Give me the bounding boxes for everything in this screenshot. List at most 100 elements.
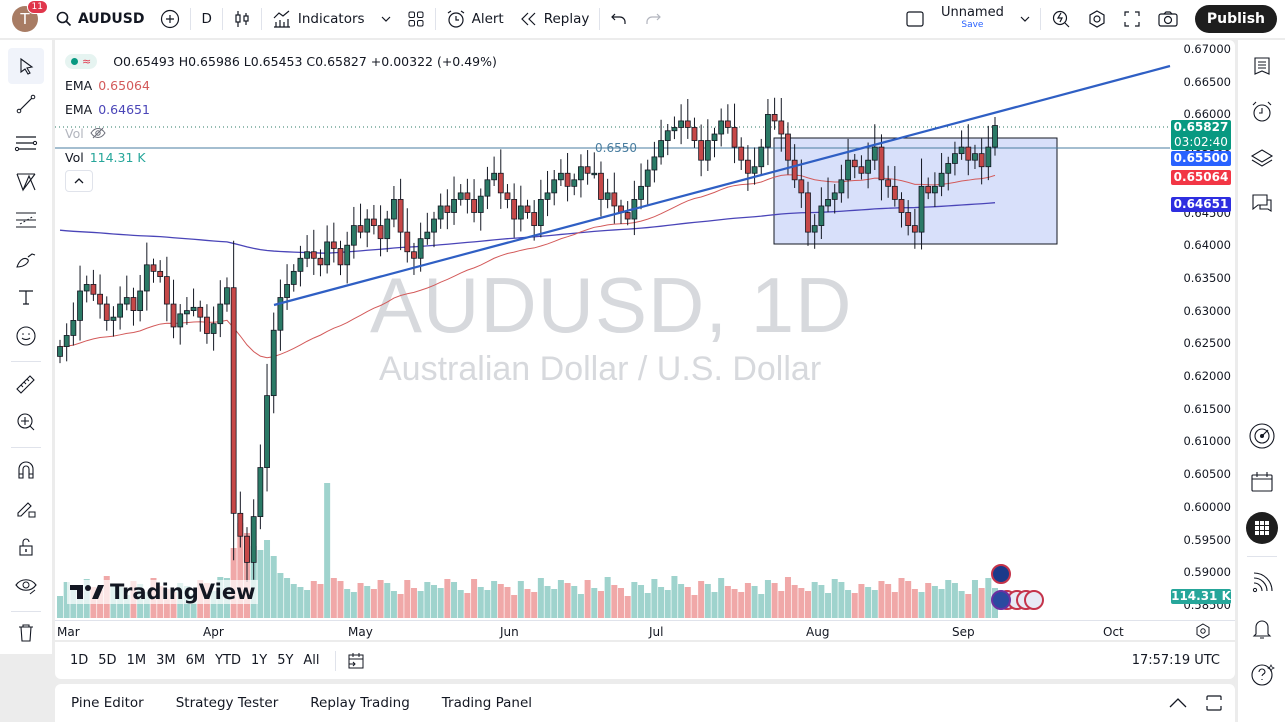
snapshot-button[interactable] xyxy=(1149,0,1187,38)
candle xyxy=(765,99,771,166)
brush-tool[interactable] xyxy=(8,241,44,277)
volume-bar xyxy=(397,594,404,618)
magnet-tool[interactable] xyxy=(8,452,44,488)
range-button-6m[interactable]: 6M xyxy=(185,653,206,668)
user-avatar[interactable]: T 11 xyxy=(12,0,48,32)
calendar-button[interactable] xyxy=(1244,464,1280,500)
object-tree-button[interactable] xyxy=(1244,140,1280,176)
volume-bar xyxy=(170,592,177,618)
range-button-5d[interactable]: 5D xyxy=(98,653,117,668)
ema-fast-value: 0.65064 xyxy=(98,77,150,93)
utc-clock[interactable]: 17:57:19 UTC xyxy=(1131,653,1220,668)
trend-line-drawing[interactable] xyxy=(273,64,1171,307)
emoji-tool[interactable] xyxy=(8,318,44,354)
range-button-ytd[interactable]: YTD xyxy=(215,653,241,668)
volume-bar xyxy=(477,587,484,618)
compare-symbol-button[interactable] xyxy=(152,0,188,38)
trend-line-tool[interactable] xyxy=(8,87,44,123)
zoom-in-tool[interactable] xyxy=(8,404,44,440)
divider xyxy=(11,360,41,362)
undo-button[interactable] xyxy=(602,0,636,38)
tradingview-logo[interactable]: TradingView xyxy=(67,580,259,604)
candle xyxy=(524,199,531,219)
quick-search-button[interactable] xyxy=(1043,0,1079,38)
text-tool[interactable] xyxy=(8,280,44,316)
technicals-button[interactable] xyxy=(1244,418,1280,454)
range-button-1y[interactable]: 1Y xyxy=(250,653,268,668)
goto-date-icon[interactable] xyxy=(346,651,366,671)
watchlist-button[interactable] xyxy=(1244,48,1280,84)
horizontal-lines-tool[interactable] xyxy=(8,125,44,161)
remove-drawings-tool[interactable] xyxy=(8,615,44,651)
collapse-legend-button[interactable] xyxy=(65,170,93,192)
volume-bar xyxy=(504,587,511,618)
volume-bar xyxy=(678,584,685,618)
eye-crossed-icon[interactable] xyxy=(90,127,106,139)
replay-button[interactable]: Replay xyxy=(512,0,598,38)
volume-bar xyxy=(524,589,531,618)
news-stream-button[interactable] xyxy=(1244,565,1280,601)
alerts-button[interactable] xyxy=(1244,94,1280,130)
chevron-up-icon[interactable] xyxy=(1169,698,1187,708)
layout-name-dropdown[interactable]: Unnamed Save xyxy=(933,0,1038,38)
candle xyxy=(638,163,644,210)
range-button-3m[interactable]: 3M xyxy=(156,653,176,668)
lock-all-tool[interactable] xyxy=(8,529,44,565)
chart-pane[interactable]: AUDUSD, 1D Australian Dollar / U.S. Doll… xyxy=(55,40,1235,640)
settings-button[interactable] xyxy=(1079,0,1115,38)
time-axis-label: May xyxy=(348,625,373,639)
chart-type-button[interactable] xyxy=(225,0,259,38)
us-flag-icon[interactable] xyxy=(1024,590,1044,610)
apps-button[interactable] xyxy=(1244,510,1280,546)
candle xyxy=(77,265,83,341)
hidden-volume-label[interactable]: Vol xyxy=(65,125,84,141)
pattern-tool[interactable] xyxy=(8,164,44,200)
save-link[interactable]: Save xyxy=(961,20,984,30)
divider xyxy=(190,8,192,30)
us-flag-icon[interactable] xyxy=(991,590,1011,610)
measure-tool[interactable] xyxy=(8,366,44,402)
market-status-pill[interactable]: ≈ xyxy=(65,53,98,69)
tab-trading-panel[interactable]: Trading Panel xyxy=(441,695,533,711)
range-button-1d[interactable]: 1D xyxy=(70,653,89,668)
ema-slow-label[interactable]: EMA xyxy=(65,101,93,117)
interval-button[interactable]: D xyxy=(201,11,212,27)
tab-pine-editor[interactable]: Pine Editor xyxy=(71,695,144,711)
economic-events[interactable] xyxy=(991,564,1044,610)
symbol-search[interactable]: AUDUSD xyxy=(48,0,152,38)
range-button-1m[interactable]: 1M xyxy=(126,653,147,668)
ema-fast-label[interactable]: EMA xyxy=(65,77,93,93)
maximize-panel-icon[interactable] xyxy=(1205,694,1223,712)
fullscreen-button[interactable] xyxy=(1115,0,1149,38)
volume-bar xyxy=(704,584,711,618)
candle xyxy=(658,119,664,165)
axis-settings-icon[interactable] xyxy=(1195,623,1211,639)
layouts-button[interactable] xyxy=(399,0,433,38)
tab-replay-trading[interactable]: Replay Trading xyxy=(310,695,410,711)
alert-button[interactable]: Alert xyxy=(438,0,512,38)
cursor-tool[interactable] xyxy=(8,48,44,84)
time-axis[interactable]: Mar Apr May Jun Jul Aug Sep Oct xyxy=(55,620,1235,640)
volume-label[interactable]: Vol xyxy=(65,149,84,165)
help-question-icon xyxy=(1250,664,1275,686)
volume-bar xyxy=(631,582,638,618)
redo-button[interactable] xyxy=(636,0,670,38)
volume-bar xyxy=(577,594,584,618)
fib-tool[interactable] xyxy=(8,202,44,238)
australia-flag-icon[interactable] xyxy=(991,564,1011,584)
help-button[interactable] xyxy=(1244,657,1280,693)
volume-bar xyxy=(871,590,878,618)
publish-button[interactable]: Publish xyxy=(1194,5,1277,33)
lock-drawings-tool[interactable] xyxy=(8,491,44,527)
select-layout-checkbox[interactable] xyxy=(897,0,933,38)
candle xyxy=(785,122,791,175)
target-gauge-icon xyxy=(1248,423,1275,449)
hide-drawings-tool[interactable] xyxy=(8,568,44,604)
range-button-all[interactable]: All xyxy=(303,653,320,668)
tab-strategy-tester[interactable]: Strategy Tester xyxy=(175,695,279,711)
notifications-button[interactable] xyxy=(1244,611,1280,647)
indicators-button[interactable]: Indicators xyxy=(264,0,399,38)
chat-button[interactable] xyxy=(1244,186,1280,222)
range-button-5y[interactable]: 5Y xyxy=(277,653,294,668)
candle xyxy=(130,287,137,326)
